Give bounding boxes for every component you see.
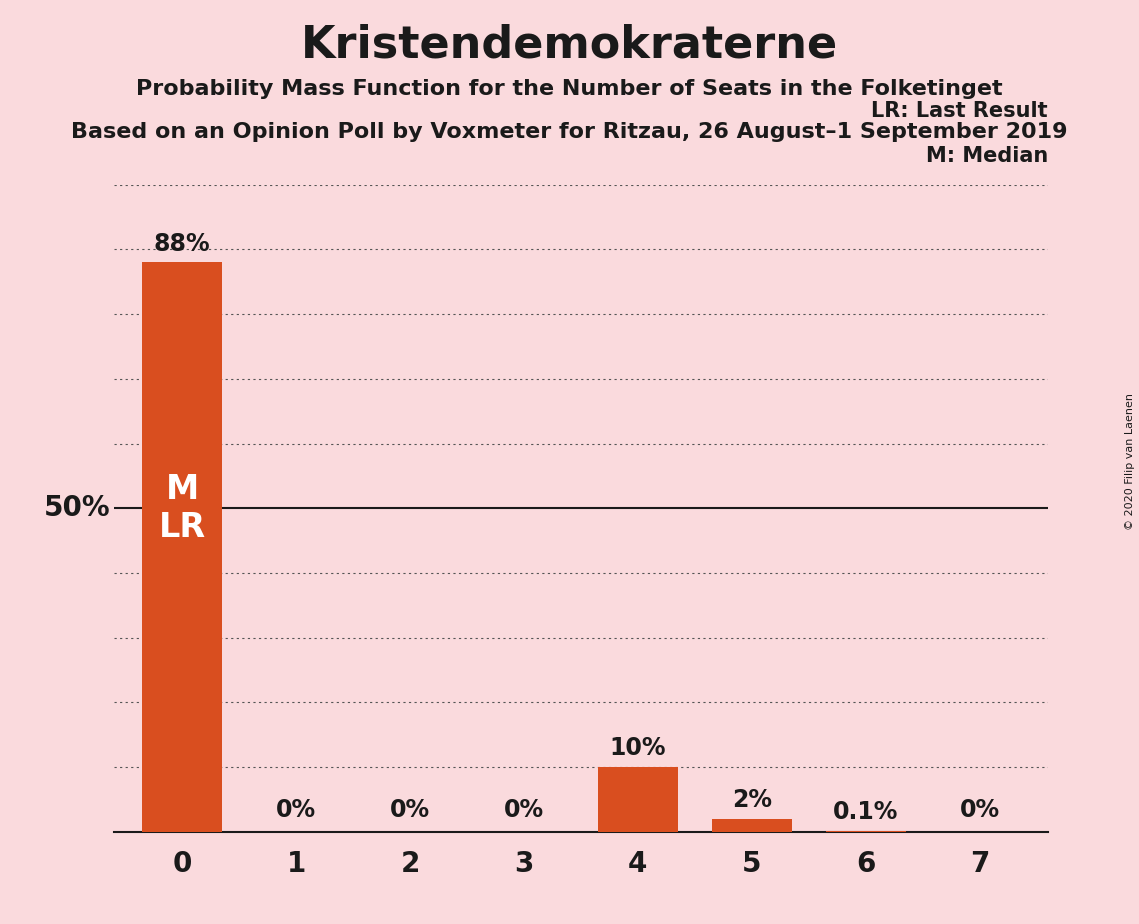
Text: Probability Mass Function for the Number of Seats in the Folketinget: Probability Mass Function for the Number… <box>137 79 1002 99</box>
Text: M
LR: M LR <box>158 472 206 544</box>
Text: 0.1%: 0.1% <box>833 800 899 824</box>
Text: M: Median: M: Median <box>926 146 1048 166</box>
Text: 10%: 10% <box>609 736 666 760</box>
Text: LR: Last Result: LR: Last Result <box>871 101 1048 121</box>
Text: 0%: 0% <box>276 798 317 822</box>
Text: Kristendemokraterne: Kristendemokraterne <box>301 23 838 67</box>
Text: 0%: 0% <box>503 798 544 822</box>
Text: 88%: 88% <box>154 232 211 256</box>
Text: © 2020 Filip van Laenen: © 2020 Filip van Laenen <box>1125 394 1134 530</box>
Bar <box>712 819 792 832</box>
Text: 50%: 50% <box>43 494 110 522</box>
Bar <box>142 262 222 832</box>
Text: 0%: 0% <box>959 798 1000 822</box>
Bar <box>598 767 678 832</box>
Text: 0%: 0% <box>390 798 431 822</box>
Text: 2%: 2% <box>731 788 772 812</box>
Text: Based on an Opinion Poll by Voxmeter for Ritzau, 26 August–1 September 2019: Based on an Opinion Poll by Voxmeter for… <box>72 122 1067 142</box>
